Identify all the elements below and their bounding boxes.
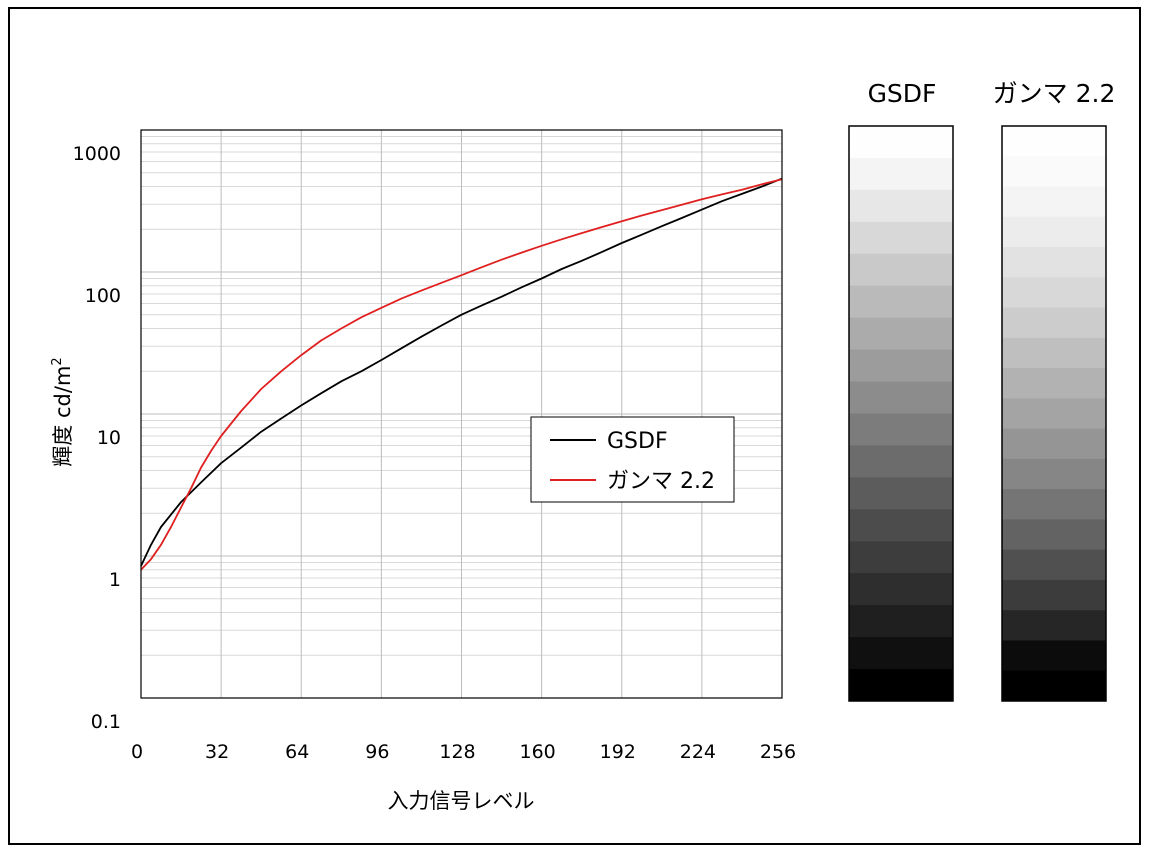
gray-step	[1002, 398, 1106, 430]
gray-step	[849, 349, 953, 383]
gray-step	[1002, 458, 1106, 490]
y-tick-label: 1	[109, 569, 121, 591]
gray-step	[849, 189, 953, 223]
gray-step	[1002, 610, 1106, 641]
x-tick-labels: 0 32 64 96 128 160 192 224 256	[131, 741, 796, 763]
gray-step	[849, 637, 953, 670]
gray-step	[1002, 519, 1106, 551]
gray-step	[849, 509, 953, 542]
series-layer	[140, 177, 783, 571]
gray-step	[849, 477, 953, 510]
gray-step	[849, 669, 953, 702]
gray-step	[849, 381, 953, 414]
y-axis-title-text: 輝度 cd/m	[51, 366, 75, 467]
y-tick-label: 0.1	[91, 711, 121, 733]
x-tick-label: 96	[365, 741, 389, 763]
gray-step	[1002, 549, 1106, 581]
gray-step	[1002, 640, 1106, 672]
gray-step	[1002, 307, 1106, 339]
gray-step	[1002, 216, 1106, 248]
gray-step	[1002, 670, 1106, 702]
legend-label-gsdf: GSDF	[607, 429, 668, 454]
gray-step	[849, 445, 953, 478]
gray-step	[849, 157, 953, 191]
figure-frame	[8, 7, 1141, 845]
series-line-1	[140, 178, 783, 571]
grayscale-bar-gamma	[1001, 125, 1107, 702]
legend-box	[530, 416, 735, 503]
gray-step	[1002, 277, 1106, 309]
gray-step	[849, 605, 953, 638]
grayscale-bar-border	[848, 125, 954, 702]
y-tick-label: 10	[97, 427, 121, 449]
legend-label-gamma: ガンマ 2.2	[607, 469, 715, 494]
gray-step	[849, 541, 953, 574]
y-tick-label: 100	[85, 285, 121, 307]
gray-step	[1002, 428, 1106, 460]
gray-step	[1002, 579, 1106, 611]
gray-step	[1002, 126, 1106, 157]
gray-step	[1002, 489, 1106, 520]
grayscale-bar-gsdf	[848, 125, 954, 702]
grayscale-bar-title-gamma: ガンマ 2.2	[993, 79, 1116, 108]
x-tick-label: 128	[439, 741, 475, 763]
y-axis-title: 輝度 cd/m2	[50, 357, 75, 466]
gray-step	[1002, 186, 1106, 218]
gray-step	[849, 285, 953, 319]
x-tick-label: 160	[519, 741, 555, 763]
gray-step	[849, 253, 953, 287]
gray-step	[849, 126, 953, 159]
grayscale-bar-title-gsdf: GSDF	[868, 79, 937, 108]
x-axis-title: 入力信号レベル	[388, 789, 535, 813]
gray-step	[849, 221, 953, 255]
plot-area-border	[140, 129, 783, 699]
x-tick-label: 224	[680, 741, 716, 763]
x-tick-label: 32	[205, 741, 229, 763]
series-line-0	[140, 177, 783, 567]
x-tick-label: 192	[600, 741, 636, 763]
y-tick-label: 1000	[73, 143, 121, 165]
x-tick-label: 64	[285, 741, 309, 763]
gray-step	[1002, 368, 1106, 399]
gray-step	[849, 413, 953, 446]
x-tick-label: 0	[131, 741, 143, 763]
gray-step	[849, 573, 953, 606]
y-tick-labels: 0.1 1 10 100 1000	[73, 143, 121, 733]
gray-step	[1002, 156, 1106, 188]
legend: GSDF ガンマ 2.2	[530, 416, 735, 503]
gray-step	[1002, 337, 1106, 369]
y-axis-title-sup: 2	[50, 357, 65, 365]
grayscale-bar-border	[1001, 125, 1107, 702]
gray-step	[849, 317, 953, 351]
x-tick-label: 256	[760, 741, 796, 763]
gray-step	[1002, 247, 1106, 278]
